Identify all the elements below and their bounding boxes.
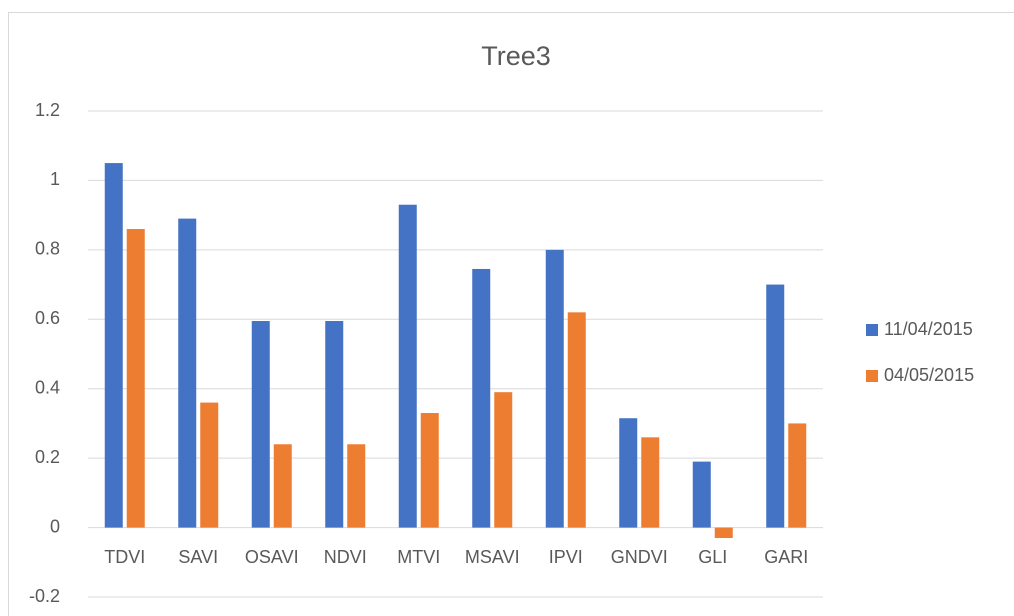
bar (178, 218, 197, 528)
legend-swatch (866, 324, 878, 336)
bar (619, 418, 638, 528)
y-tick-label: 1.2 (35, 100, 60, 120)
bar (766, 284, 785, 528)
legend-swatch (866, 370, 878, 382)
x-tick-label: TDVI (104, 547, 145, 567)
y-tick-label: 0 (50, 516, 60, 536)
y-tick-label: -0.2 (29, 586, 60, 606)
y-tick-label: 0.6 (35, 308, 60, 328)
x-tick-label: GARI (764, 547, 808, 567)
x-tick-label: MTVI (397, 547, 440, 567)
bar (398, 204, 417, 528)
y-tick-label: 1 (50, 169, 60, 189)
bar (692, 461, 711, 528)
x-tick-label: SAVI (178, 547, 218, 567)
bar (545, 249, 564, 528)
bar (567, 312, 586, 528)
y-tick-label: 0.8 (35, 239, 60, 259)
bar (347, 444, 366, 528)
bar (714, 527, 733, 538)
bar (325, 321, 344, 528)
legend-label: 04/05/2015 (884, 365, 974, 385)
y-tick-label: 0.4 (35, 377, 60, 397)
bar (126, 229, 145, 528)
bar (273, 444, 292, 528)
x-tick-label: IPVI (549, 547, 583, 567)
chart-title: Tree3 (481, 41, 551, 71)
bar (251, 321, 270, 528)
bar (494, 392, 513, 528)
bar (104, 163, 123, 528)
x-tick-label: NDVI (324, 547, 367, 567)
bar (788, 423, 807, 528)
bar (472, 268, 491, 528)
x-tick-label: GLI (698, 547, 727, 567)
bar (200, 402, 219, 528)
y-tick-label: 0.2 (35, 447, 60, 467)
x-tick-label: GNDVI (611, 547, 668, 567)
bar (420, 413, 439, 528)
bar (641, 437, 660, 528)
x-tick-label: MSAVI (465, 547, 520, 567)
legend-label: 11/04/2015 (884, 319, 973, 339)
x-tick-label: OSAVI (245, 547, 299, 567)
